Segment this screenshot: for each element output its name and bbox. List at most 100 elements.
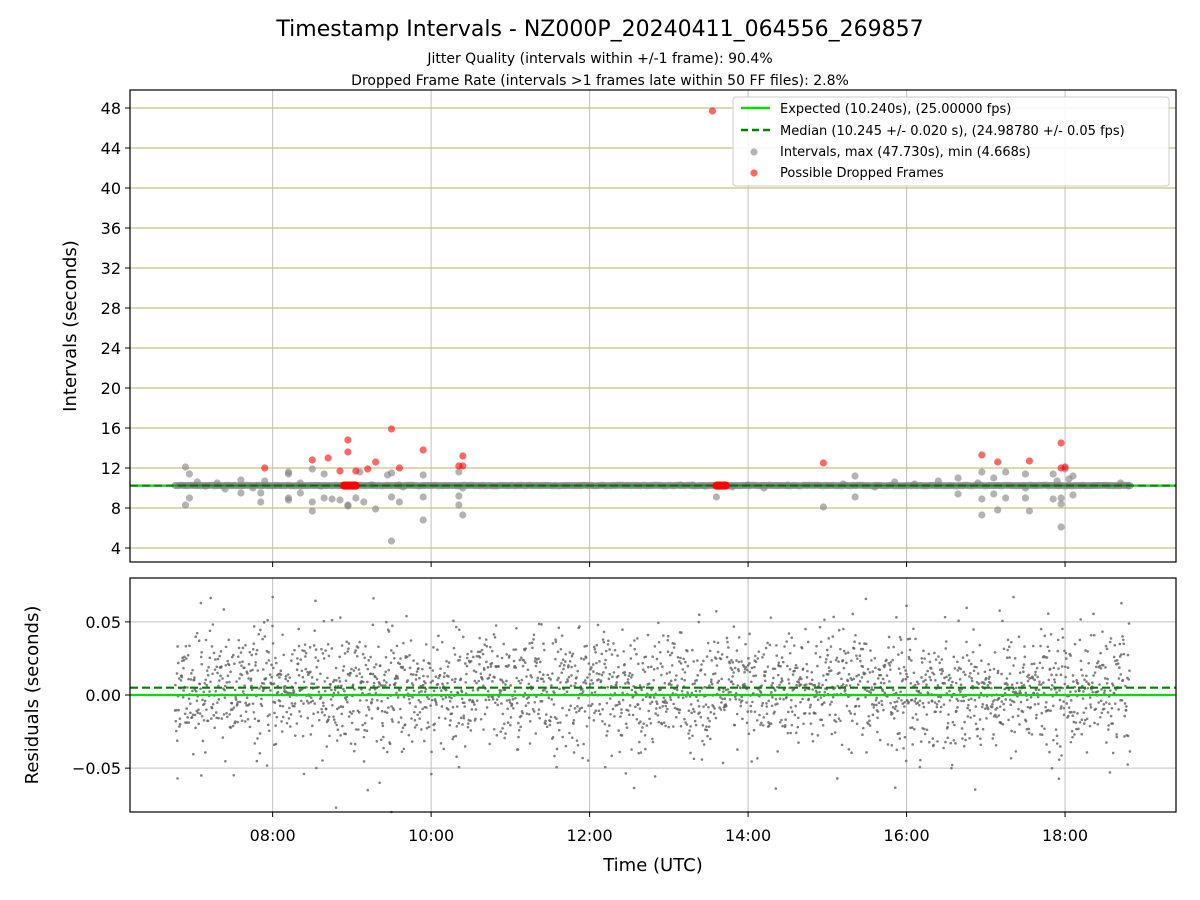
residual-point-1731 [790,710,794,713]
residual-point-337 [294,734,297,737]
residual-point-2336 [1006,638,1010,642]
residual-point-1349 [655,707,658,710]
residual-point-1483 [702,743,706,746]
residual-point-820 [466,652,469,656]
residual-point-1569 [733,723,737,727]
residual-point-1007 [532,710,536,713]
residual-point-1671 [769,722,773,725]
residual-point-2604 [1102,703,1106,706]
residual-point-473 [342,665,346,668]
residual-point-1750 [797,678,801,681]
residual-point-1372 [663,701,666,704]
intervals-y-tick-label-6: 28 [101,299,121,318]
residual-point-1654 [763,674,767,678]
residual-point-1123 [574,681,577,685]
residual-point-1352 [655,702,659,706]
residual-point-1617 [750,760,753,763]
residual-point-2254 [977,682,981,686]
residual-point-634 [399,716,403,719]
residual-point-2172 [948,689,951,693]
residual-point-2515 [1070,729,1074,733]
residual-point-76 [200,715,204,718]
residual-point-1678 [772,676,775,680]
residual-point-389 [312,682,316,686]
residual-point-1262 [623,673,627,677]
residual-point-2320 [1001,619,1004,623]
residual-point-363 [303,649,306,653]
residual-point-1152 [584,682,588,685]
residual-point-67 [197,639,201,642]
residual-point-1985 [881,677,885,681]
residual-point-1468 [697,620,701,624]
residual-point-636 [400,750,404,754]
residual-point-1676 [771,681,774,685]
residual-point-208 [248,702,251,706]
residual-point-539 [366,680,369,684]
residual-point-1194 [599,679,603,682]
residual-point-579 [380,699,383,703]
residual-point-1693 [777,661,781,664]
residual-point-2522 [1073,733,1076,736]
residual-point-993 [527,712,531,716]
residual-point-2102 [923,657,926,660]
residual-point-2474 [1055,742,1059,745]
residual-point-83 [203,681,207,685]
residual-point-2554 [1084,706,1088,710]
residual-point-1206 [603,765,607,769]
residual-point-2070 [912,627,915,631]
residual-point-3 [174,729,178,733]
residual-point-1305 [639,720,642,723]
residual-point-378 [308,646,312,649]
residual-point-2347 [1010,683,1014,687]
residual-point-2241 [972,714,976,718]
residual-point-649 [405,614,408,618]
residual-point-87 [204,638,208,642]
residual-point-1374 [663,699,667,702]
residual-point-861 [480,648,484,652]
residual-point-1243 [617,665,620,669]
residual-point-1574 [735,659,738,662]
residual-point-704 [424,643,428,646]
residual-point-1424 [681,668,685,671]
interval-point-22 [308,507,316,515]
residual-point-2493 [1062,713,1066,717]
residual-point-891 [491,695,495,699]
residual-point-361 [302,772,306,776]
residual-point-1251 [620,708,623,711]
residual-point-2450 [1047,678,1051,682]
residual-point-108 [212,714,216,717]
residual-point-959 [515,701,519,705]
residual-point-519 [358,699,362,702]
residual-point-755 [443,671,446,675]
residual-point-2213 [962,744,966,748]
residual-point-926 [504,683,507,686]
residual-point-2520 [1072,720,1076,724]
residual-point-1784 [810,682,813,686]
residual-point-1254 [621,628,624,631]
residual-point-2196 [956,699,960,703]
residual-point-1140 [580,706,584,710]
residual-point-345 [296,662,300,665]
residual-point-1645 [760,684,763,687]
residual-point-65 [197,708,200,711]
residual-point-2655 [1120,699,1124,702]
residual-point-903 [495,698,499,701]
residual-point-16 [179,679,183,682]
residual-point-1335 [649,665,653,668]
residual-point-1414 [678,660,681,663]
residual-point-33 [185,721,189,724]
residual-point-565 [375,739,379,743]
residual-point-122 [217,716,220,720]
residual-point-2269 [983,682,986,685]
residual-point-1525 [717,679,721,683]
residual-point-2337 [1007,718,1010,722]
residual-point-1926 [860,676,864,679]
residual-point-222 [252,625,256,628]
residual-outlier-8 [1012,595,1015,599]
residual-point-449 [333,721,337,724]
residual-point-2550 [1083,678,1086,682]
residual-point-761 [445,659,448,663]
residual-point-1949 [868,724,872,727]
residual-point-1241 [616,654,619,657]
residual-point-1339 [651,655,654,659]
